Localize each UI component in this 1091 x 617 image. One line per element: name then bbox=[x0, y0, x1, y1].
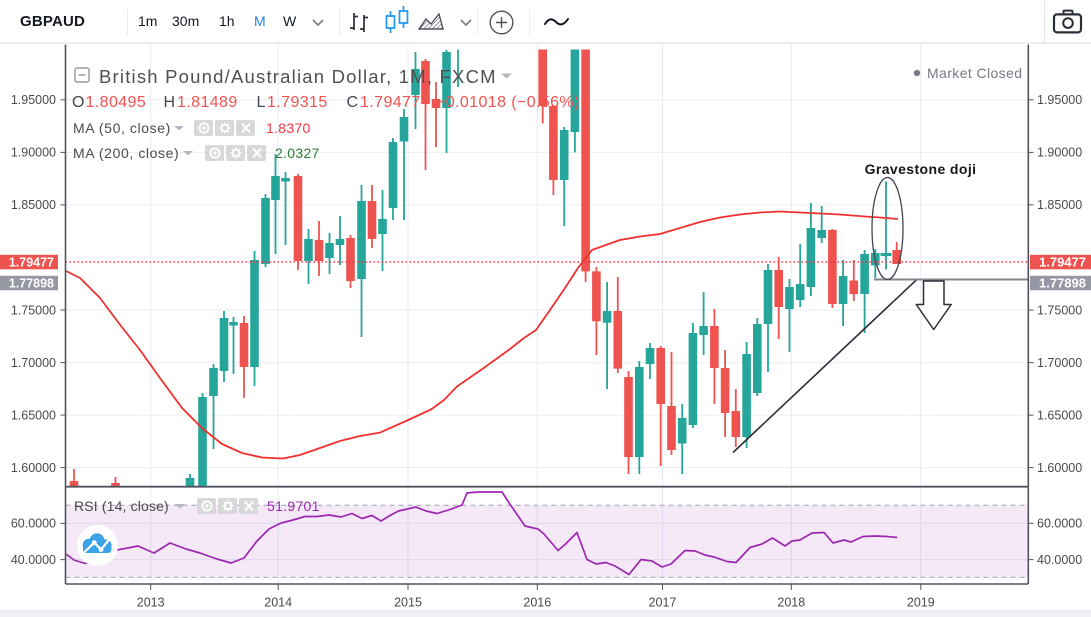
svg-text:40.0000: 40.0000 bbox=[11, 553, 56, 567]
svg-text:2013: 2013 bbox=[137, 596, 165, 610]
svg-text:1.70000: 1.70000 bbox=[11, 356, 56, 370]
svg-text:60.0000: 60.0000 bbox=[11, 517, 56, 531]
svg-text:2019: 2019 bbox=[907, 596, 935, 610]
svg-text:1.90000: 1.90000 bbox=[1037, 146, 1082, 160]
svg-text:2018: 2018 bbox=[777, 596, 805, 610]
svg-text:1.65000: 1.65000 bbox=[1037, 408, 1082, 422]
svg-text:1.65000: 1.65000 bbox=[11, 408, 56, 422]
svg-text:40.0000: 40.0000 bbox=[1037, 553, 1082, 567]
svg-text:1.90000: 1.90000 bbox=[11, 146, 56, 160]
svg-text:2014: 2014 bbox=[264, 596, 292, 610]
svg-text:60.0000: 60.0000 bbox=[1037, 517, 1082, 531]
svg-text:1.75000: 1.75000 bbox=[1037, 303, 1082, 317]
svg-text:1.75000: 1.75000 bbox=[11, 303, 56, 317]
svg-text:1.79477: 1.79477 bbox=[1039, 254, 1086, 269]
svg-text:1.85000: 1.85000 bbox=[11, 198, 56, 212]
svg-text:Market Closed: Market Closed bbox=[927, 65, 1022, 81]
svg-text:2015: 2015 bbox=[394, 596, 422, 610]
svg-text:2017: 2017 bbox=[649, 596, 677, 610]
svg-text:1.95000: 1.95000 bbox=[11, 93, 56, 107]
svg-text:1.60000: 1.60000 bbox=[1037, 461, 1082, 475]
svg-text:Gravestone doji: Gravestone doji bbox=[865, 161, 977, 177]
svg-text:1.85000: 1.85000 bbox=[1037, 198, 1082, 212]
svg-text:1.79477: 1.79477 bbox=[9, 255, 54, 269]
svg-text:1.77898: 1.77898 bbox=[1039, 275, 1086, 290]
svg-text:1.70000: 1.70000 bbox=[1037, 356, 1082, 370]
svg-text:1.60000: 1.60000 bbox=[11, 461, 56, 475]
svg-text:1.95000: 1.95000 bbox=[1037, 93, 1082, 107]
svg-text:2016: 2016 bbox=[523, 596, 551, 610]
svg-text:1.77898: 1.77898 bbox=[9, 276, 54, 290]
